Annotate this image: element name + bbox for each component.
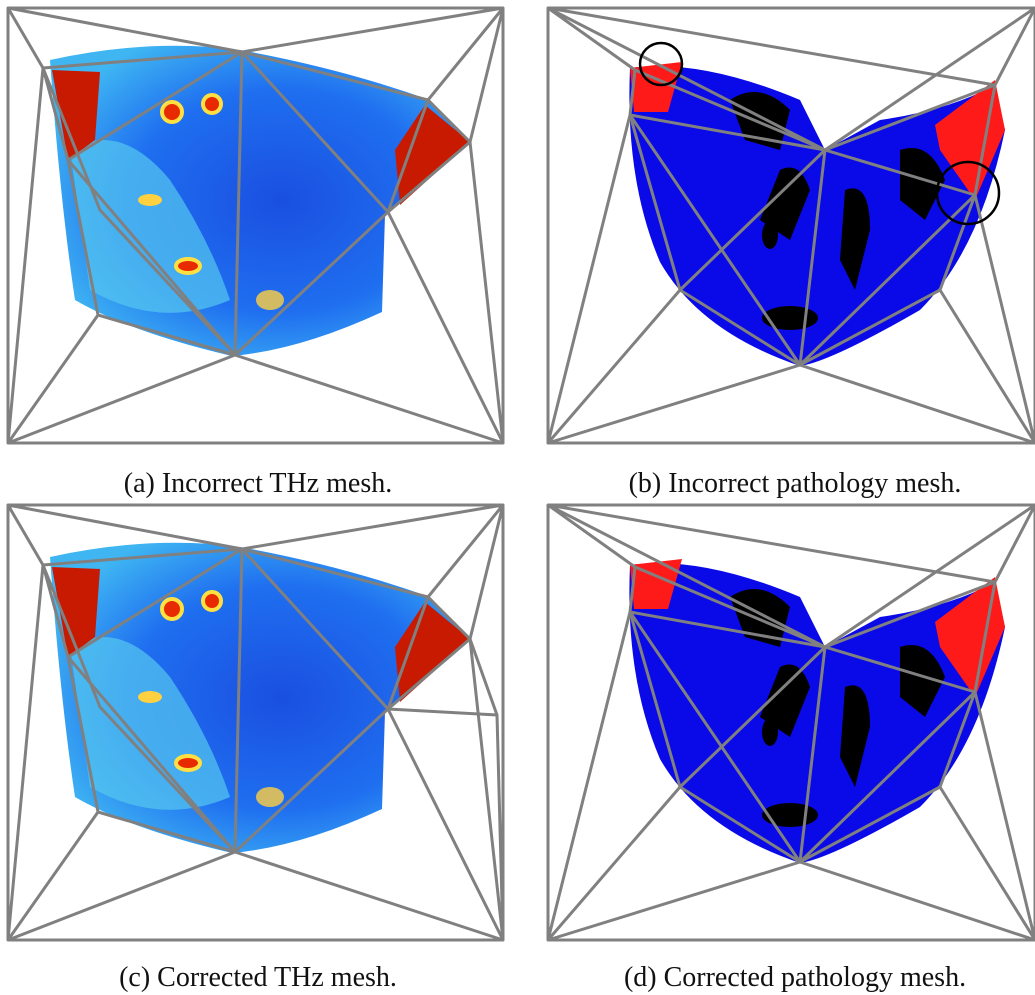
figure: (a) Incorrect THz mesh. (b) Incorrect pa… bbox=[0, 0, 1035, 995]
caption: (c) Corrected THz mesh. bbox=[119, 962, 397, 993]
caption: (a) Incorrect THz mesh. bbox=[124, 468, 392, 499]
thz-panel bbox=[8, 505, 503, 940]
pathology-panel bbox=[548, 8, 1035, 443]
thz-panel bbox=[8, 8, 503, 443]
caption: (b) Incorrect pathology mesh. bbox=[629, 468, 962, 499]
pathology-panel bbox=[548, 505, 1035, 940]
caption: (d) Corrected pathology mesh. bbox=[624, 962, 966, 993]
